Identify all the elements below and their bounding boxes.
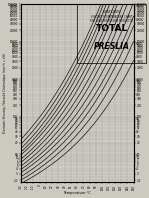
X-axis label: Temperature °C: Temperature °C [63,191,91,195]
Text: LUBRIFICANTS
VISCOSITY TEMPERATURE CHART
FOR LUBE PETROLEUM PRODUCTS: LUBRIFICANTS VISCOSITY TEMPERATURE CHART… [90,10,133,23]
Text: TOTAL: TOTAL [96,24,128,33]
Text: PRESLIA: PRESLIA [94,42,130,51]
Y-axis label: Kinematic Viscosity / Viscosité Cinématique (mm²/s = cSt): Kinematic Viscosity / Viscosité Cinémati… [3,53,7,133]
